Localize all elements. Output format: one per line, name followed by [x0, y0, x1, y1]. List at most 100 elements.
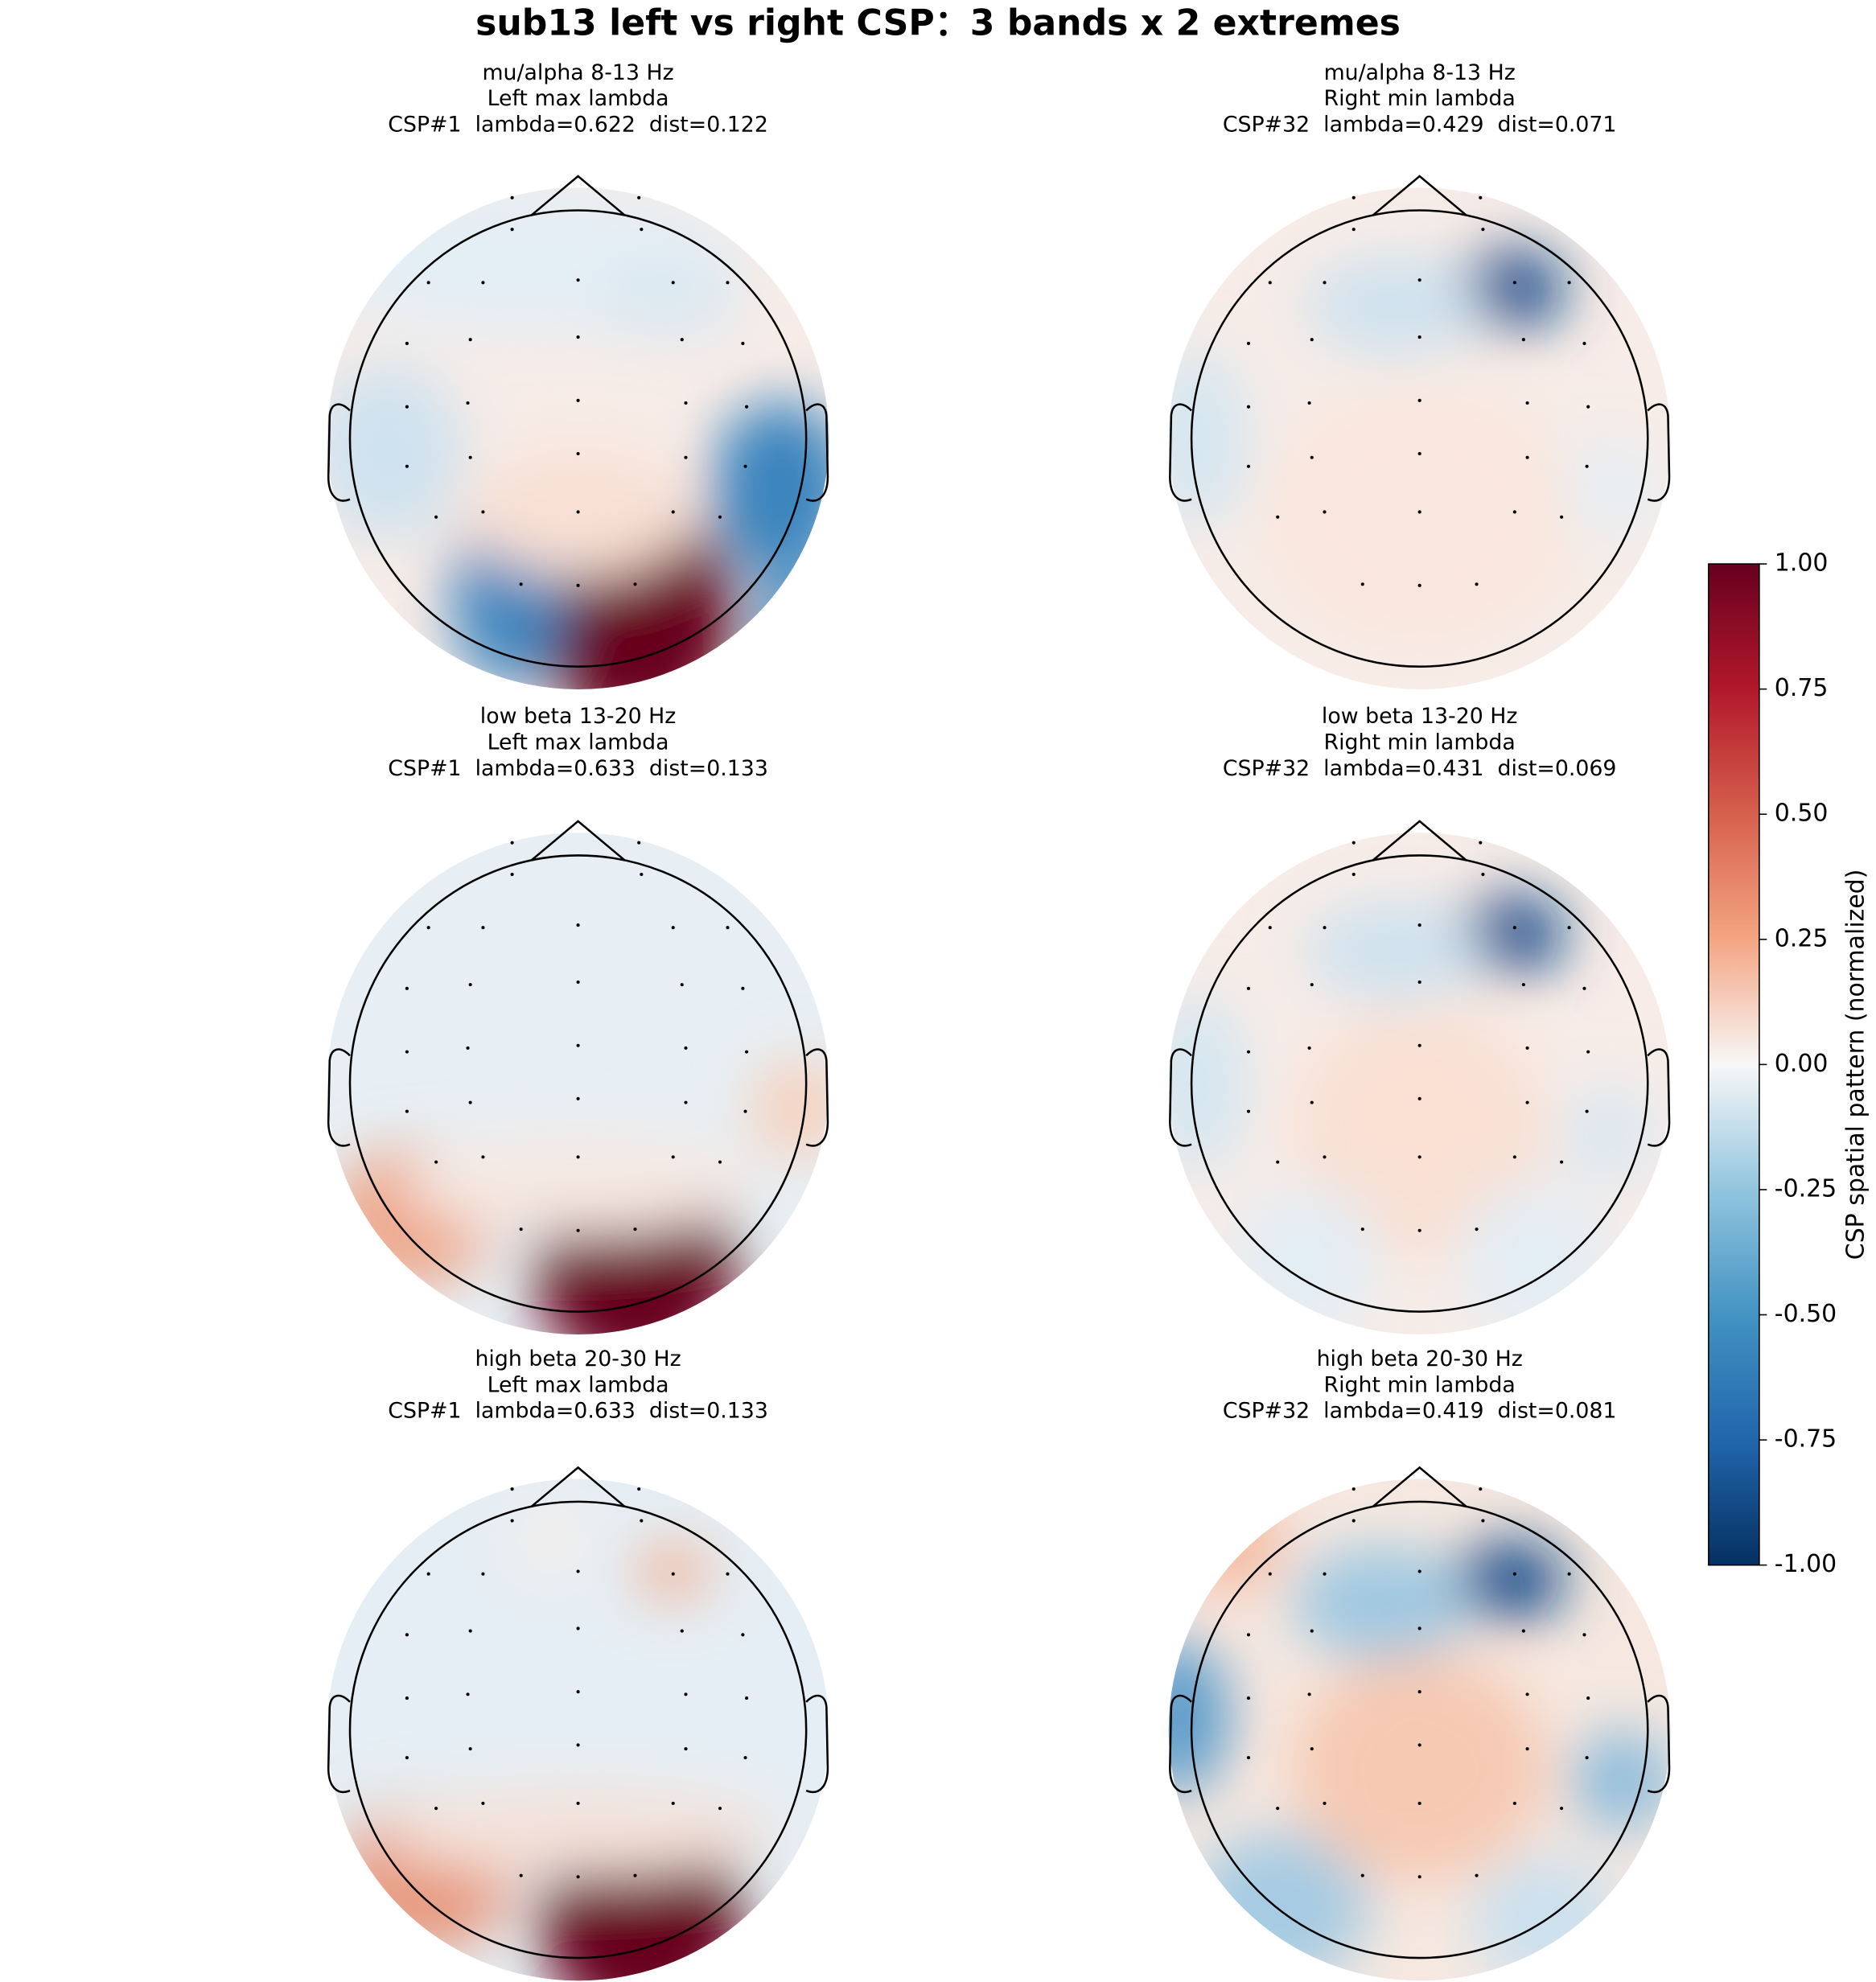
heatmap-blob: [327, 362, 464, 541]
panel-title: Right min lambda: [1324, 730, 1516, 755]
electrode: [405, 341, 409, 345]
electrode: [1525, 1747, 1529, 1751]
electrode: [1307, 1692, 1311, 1696]
electrode: [510, 1519, 514, 1523]
colorbar-tick-label: 0.00: [1775, 1050, 1829, 1078]
electrode: [576, 1569, 580, 1573]
electrode: [481, 510, 485, 514]
electrode: [640, 228, 644, 232]
heatmap-blob: [1267, 388, 1572, 642]
right-ear: [1647, 1048, 1671, 1147]
electrode: [1479, 1487, 1483, 1491]
electrode: [1323, 281, 1327, 285]
electrode: [745, 405, 749, 409]
right-ear: [805, 1694, 829, 1793]
electrode: [481, 1572, 485, 1576]
heatmap-blob: [749, 1058, 829, 1160]
heatmap-blob: [1457, 1185, 1610, 1334]
electrode: [1268, 926, 1272, 930]
topomap: [1168, 175, 1671, 690]
heatmap-blob: [1168, 994, 1249, 1173]
electrode: [684, 1692, 688, 1696]
right-ear: [1647, 1694, 1671, 1793]
electrode: [1268, 1572, 1272, 1576]
heatmap-blob: [1305, 899, 1483, 1001]
electrode: [468, 983, 472, 987]
head-outline: [348, 854, 808, 1313]
electrode: [405, 986, 409, 990]
electrode: [1525, 1100, 1529, 1104]
colorbar-tick-label: -0.50: [1775, 1300, 1837, 1328]
left-ear: [327, 1694, 351, 1793]
nose: [530, 1466, 626, 1508]
nose: [530, 175, 626, 216]
topomap: [1168, 1466, 1671, 1981]
electrode: [637, 1487, 641, 1491]
electrode: [468, 338, 472, 342]
electrode: [1586, 1050, 1590, 1054]
heatmap-blob: [1558, 1084, 1661, 1186]
electrode: [1307, 1046, 1311, 1050]
electrode: [1582, 341, 1586, 345]
electrode: [405, 1633, 409, 1637]
electrode: [745, 1696, 749, 1700]
electrode: [481, 1801, 485, 1805]
electrode: [718, 515, 722, 519]
electrode: [1417, 1096, 1421, 1100]
colorbar-tick-label: 1.00: [1775, 549, 1829, 578]
heatmap: [327, 187, 829, 690]
nose: [1372, 175, 1467, 216]
electrode: [1351, 228, 1356, 232]
electrode: [576, 1690, 580, 1694]
electrode: [1512, 1801, 1516, 1805]
heatmap-blob: [463, 450, 693, 578]
electrode: [1323, 1801, 1327, 1805]
electrode: [718, 1160, 722, 1164]
head-outline: [348, 1500, 808, 1959]
electrode: [1417, 1228, 1421, 1232]
electrode: [1417, 1875, 1421, 1879]
electrode: [510, 841, 514, 845]
electrode: [576, 1626, 580, 1630]
electrode: [405, 1756, 409, 1760]
electrode: [1521, 338, 1525, 342]
electrode: [576, 510, 580, 514]
panel-title: low beta 13-20 Hz: [480, 704, 677, 729]
electrode: [684, 1100, 688, 1104]
heatmap-blob: [710, 400, 829, 578]
electrode: [510, 228, 514, 232]
electrode: [1567, 1572, 1571, 1576]
electrode: [1276, 515, 1280, 519]
electrode: [1585, 1756, 1589, 1760]
electrode: [1481, 228, 1485, 232]
electrode: [680, 1629, 684, 1633]
electrode: [684, 1046, 688, 1050]
electrode: [1586, 405, 1590, 409]
electrode: [637, 841, 641, 845]
electrode: [405, 405, 409, 409]
electrode: [576, 583, 580, 587]
electrode: [1512, 926, 1516, 930]
electrode: [426, 926, 430, 930]
electrode: [633, 1873, 637, 1877]
electrode: [743, 1756, 747, 1760]
electrode: [1582, 986, 1586, 990]
electrode: [434, 1807, 438, 1811]
electrode: [510, 1487, 514, 1491]
electrode: [637, 195, 641, 199]
colorbar-tick-label: -0.75: [1775, 1425, 1837, 1454]
electrode: [576, 1043, 580, 1047]
panel-title: CSP#1 lambda=0.622 dist=0.122: [388, 112, 768, 137]
panel-title: mu/alpha 8-13 Hz: [482, 60, 673, 85]
heatmap-blob: [1558, 438, 1661, 541]
electrode: [684, 401, 688, 405]
electrode: [741, 986, 745, 990]
electrode: [1417, 583, 1421, 587]
electrode: [1351, 1487, 1356, 1491]
electrode: [671, 1155, 675, 1159]
electrode: [1360, 1873, 1364, 1877]
electrode: [1417, 1569, 1421, 1573]
electrode: [576, 278, 580, 282]
electrode: [1525, 1692, 1529, 1696]
